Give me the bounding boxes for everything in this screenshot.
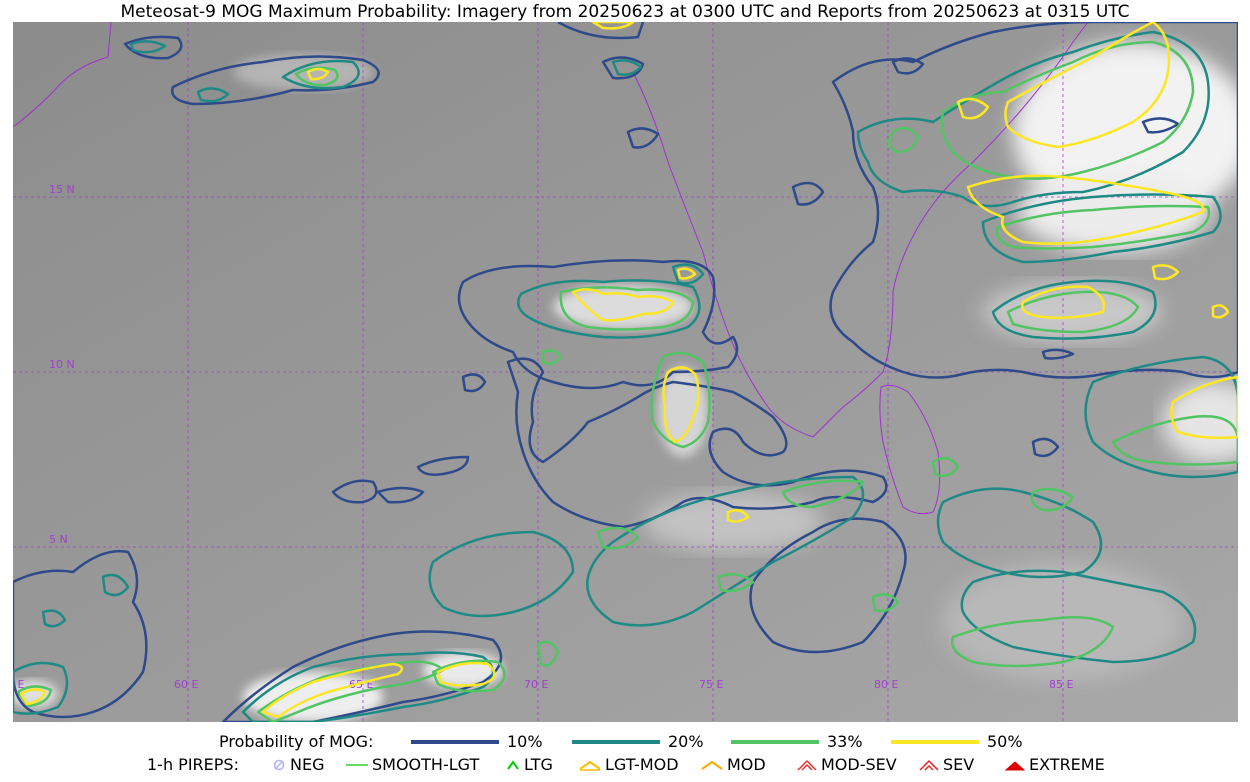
legend-item-20: 20% (572, 732, 704, 751)
lat-label: 15 N (49, 183, 75, 196)
neg-icon (273, 759, 285, 770)
pirep-label: MOD-SEV (821, 755, 897, 774)
probability-legend-title: Probability of MOG: (219, 732, 373, 751)
legend-label-33: 33% (827, 732, 863, 751)
legend-item-50: 50% (891, 732, 1023, 751)
pirep-label: EXTREME (1029, 755, 1105, 774)
legend-swatch-50 (891, 739, 979, 744)
legend-item-33: 33% (731, 732, 863, 751)
lat-label: 10 N (49, 358, 75, 371)
lat-label: 5 N (49, 533, 68, 546)
pirep-label: SEV (943, 755, 975, 774)
coastline (13, 22, 1089, 515)
legend-swatch-10 (411, 739, 499, 744)
contours-20pct (13, 30, 1238, 722)
satellite-map[interactable]: 15 N 10 N 5 N 55 E 60 E 65 E 70 E 75 E 8… (13, 22, 1238, 722)
pirep-item-extreme: EXTREME (1004, 755, 1105, 774)
probability-legend: Probability of MOG: 10% 20% 33% 50% (0, 732, 1250, 754)
legend-label-50: 50% (987, 732, 1023, 751)
pirep-label: LTG (524, 755, 553, 774)
smooth-lgt-icon (346, 763, 368, 766)
extreme-icon (1004, 760, 1026, 770)
mod-icon (701, 760, 723, 770)
ltg-icon (507, 759, 519, 770)
legend-label-20: 20% (668, 732, 704, 751)
pireps-title-label: 1-h PIREPS: (147, 755, 239, 774)
mod-sev-icon (797, 759, 817, 771)
pirep-label: SMOOTH-LGT (372, 755, 480, 774)
pirep-label: NEG (290, 755, 325, 774)
pirep-item-sev: SEV (918, 755, 974, 774)
lon-label: 70 E (524, 678, 548, 691)
sev-icon (919, 759, 939, 771)
lon-label: 55 E (13, 678, 24, 691)
grid-labels: 15 N 10 N 5 N 55 E 60 E 65 E 70 E 75 E 8… (13, 183, 1073, 691)
pirep-item-lgt-mod: LGT-MOD (578, 755, 679, 774)
lon-label: 60 E (174, 678, 198, 691)
lon-label: 85 E (1049, 678, 1073, 691)
legend-title-label: Probability of MOG: (219, 732, 374, 751)
lon-label: 80 E (874, 678, 898, 691)
legend-swatch-33 (731, 739, 819, 744)
pireps-legend-title: 1-h PIREPS: (147, 755, 239, 774)
pireps-legend: 1-h PIREPS: NEG SMOOTH-LGT LTG LGT-MOD M… (0, 755, 1250, 777)
legend-label-10: 10% (507, 732, 543, 751)
pirep-item-mod: MOD (700, 755, 766, 774)
legend-swatch-20 (572, 739, 660, 744)
contours-50pct (19, 22, 1238, 719)
legend-item-10: 10% (411, 732, 543, 751)
lgt-mod-icon (579, 760, 601, 771)
pirep-item-ltg: LTG (505, 755, 553, 774)
pirep-item-mod-sev: MOD-SEV (796, 755, 897, 774)
pirep-item-smooth-lgt: SMOOTH-LGT (345, 755, 479, 774)
lon-label: 75 E (699, 678, 723, 691)
pirep-label: MOD (727, 755, 766, 774)
pirep-item-neg: NEG (271, 755, 324, 774)
contours-33pct (16, 40, 1238, 722)
pirep-label: LGT-MOD (605, 755, 679, 774)
page-title: Meteosat-9 MOG Maximum Probability: Imag… (120, 2, 1130, 22)
